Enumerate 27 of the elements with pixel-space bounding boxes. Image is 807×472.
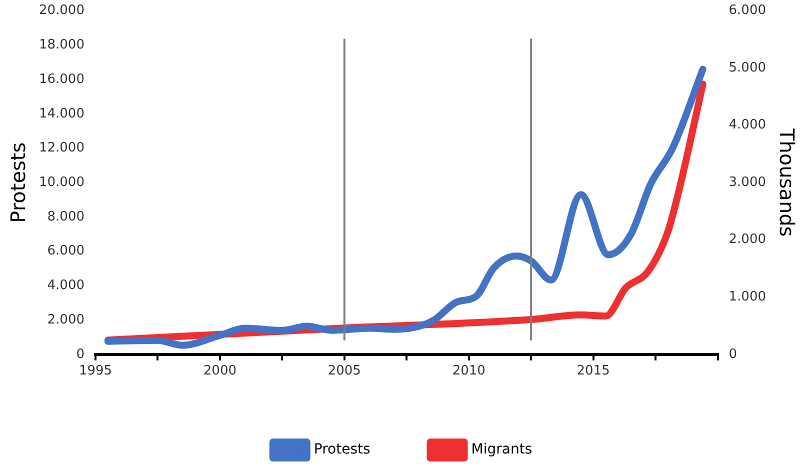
y2-axis-title: Thousands (774, 127, 799, 237)
x-tick-label: 2010 (452, 364, 486, 379)
y-tick-label: 20.000 (38, 3, 84, 18)
y-tick-label: 16.000 (38, 72, 84, 87)
y-tick-label: 2.000 (47, 312, 84, 328)
x-tick-label: 1995 (78, 364, 112, 379)
y2-tick-label: 2.000 (728, 232, 766, 248)
y-tick-label: 18.000 (38, 38, 84, 53)
y2-tick-label: 5.000 (728, 60, 766, 76)
y2-tick-label: 3.000 (728, 174, 766, 190)
y-tick-label: 4.000 (47, 278, 84, 294)
x-tick-label: 2000 (203, 364, 236, 379)
y2-tick-label: 0 (728, 346, 738, 362)
x-tick-label: 2015 (576, 364, 610, 379)
y-tick-label: 6.000 (47, 244, 84, 259)
x-tick-label: 2005 (328, 364, 361, 379)
y-axis-title: Protests (6, 142, 30, 223)
y-tick-label: 12.000 (38, 140, 84, 156)
y2-tick-label: 6.000 (728, 3, 766, 18)
y-tick-label: 14.000 (38, 106, 84, 122)
legend-label: Migrants (471, 442, 532, 458)
y-tick-label: 8.000 (47, 209, 84, 224)
y-tick-label: 0 (76, 346, 84, 362)
legend-label: Protests (314, 442, 370, 458)
y-tick-label: 10.000 (38, 174, 84, 190)
y2-tick-label: 1.000 (728, 290, 766, 305)
y2-tick-label: 4.000 (728, 118, 766, 133)
